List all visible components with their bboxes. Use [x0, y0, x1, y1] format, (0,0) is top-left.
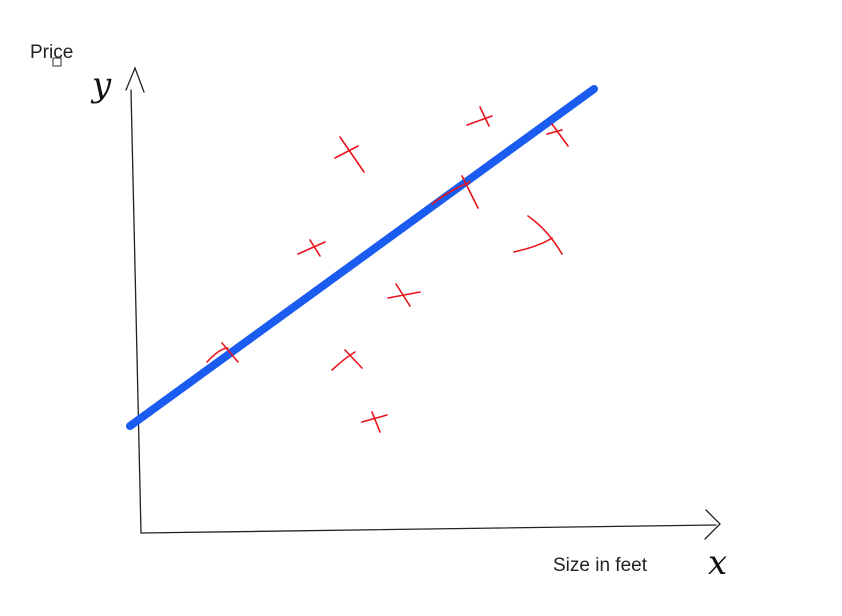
point — [466, 106, 493, 127]
y-letter: y — [90, 65, 112, 105]
point — [361, 411, 388, 433]
point — [387, 283, 421, 307]
point — [297, 239, 326, 257]
point — [513, 215, 563, 255]
x-arrow — [704, 509, 721, 540]
regression-line — [126, 85, 598, 430]
point — [206, 342, 239, 363]
data-points — [206, 106, 569, 433]
cursor-handle — [52, 57, 62, 67]
point — [546, 123, 569, 147]
point — [431, 175, 479, 209]
y-arrow — [125, 66, 145, 93]
y-axis-label: Price — [30, 42, 73, 63]
x-letter: x — [708, 543, 727, 583]
point — [334, 136, 365, 173]
point — [331, 349, 363, 371]
x-axis — [140, 524, 717, 534]
axes — [125, 66, 721, 540]
y-axis — [130, 89, 142, 534]
x-axis-label: Size in feet — [553, 555, 648, 576]
